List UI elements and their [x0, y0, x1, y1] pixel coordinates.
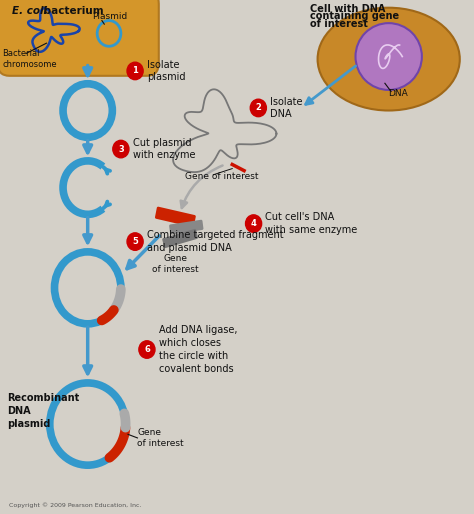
Text: bacterium: bacterium — [40, 6, 104, 16]
Circle shape — [246, 215, 262, 232]
Text: Cut plasmid
with enzyme: Cut plasmid with enzyme — [133, 138, 195, 160]
Text: containing gene: containing gene — [310, 11, 400, 22]
Circle shape — [250, 99, 266, 117]
Text: Gene
of interest: Gene of interest — [137, 428, 184, 448]
Text: of interest: of interest — [310, 19, 368, 29]
Circle shape — [113, 140, 129, 158]
Text: 2: 2 — [255, 103, 261, 113]
FancyBboxPatch shape — [162, 229, 198, 248]
Text: 3: 3 — [118, 144, 124, 154]
Text: Cut cell's DNA
with same enzyme: Cut cell's DNA with same enzyme — [265, 212, 358, 235]
Circle shape — [139, 341, 155, 358]
Ellipse shape — [356, 23, 422, 90]
Text: 1: 1 — [132, 66, 138, 76]
Text: 4: 4 — [251, 219, 256, 228]
Text: Gene
of interest: Gene of interest — [152, 254, 199, 274]
Text: Isolate
plasmid: Isolate plasmid — [147, 60, 185, 82]
Text: Bacterial
chromosome: Bacterial chromosome — [2, 49, 57, 69]
Text: Recombinant
DNA
plasmid: Recombinant DNA plasmid — [7, 393, 79, 429]
Text: 5: 5 — [132, 237, 138, 246]
Text: Combine targeted fragment
and plasmid DNA: Combine targeted fragment and plasmid DN… — [147, 230, 283, 253]
Text: Isolate
DNA: Isolate DNA — [270, 97, 303, 119]
Text: E. coli: E. coli — [12, 6, 47, 16]
Ellipse shape — [318, 8, 460, 111]
Text: DNA: DNA — [388, 89, 408, 98]
Text: 6: 6 — [144, 345, 150, 354]
Text: Copyright © 2009 Pearson Education, Inc.: Copyright © 2009 Pearson Education, Inc. — [9, 502, 141, 508]
Text: Plasmid: Plasmid — [92, 12, 128, 22]
Circle shape — [127, 62, 143, 80]
Text: Add DNA ligase,
which closes
the circle with
covalent bonds: Add DNA ligase, which closes the circle … — [159, 325, 237, 374]
Text: Cell with DNA: Cell with DNA — [310, 4, 386, 14]
FancyBboxPatch shape — [0, 0, 159, 76]
Text: Gene of interest: Gene of interest — [185, 172, 258, 181]
FancyBboxPatch shape — [155, 207, 196, 227]
FancyBboxPatch shape — [169, 220, 203, 234]
Circle shape — [127, 233, 143, 250]
